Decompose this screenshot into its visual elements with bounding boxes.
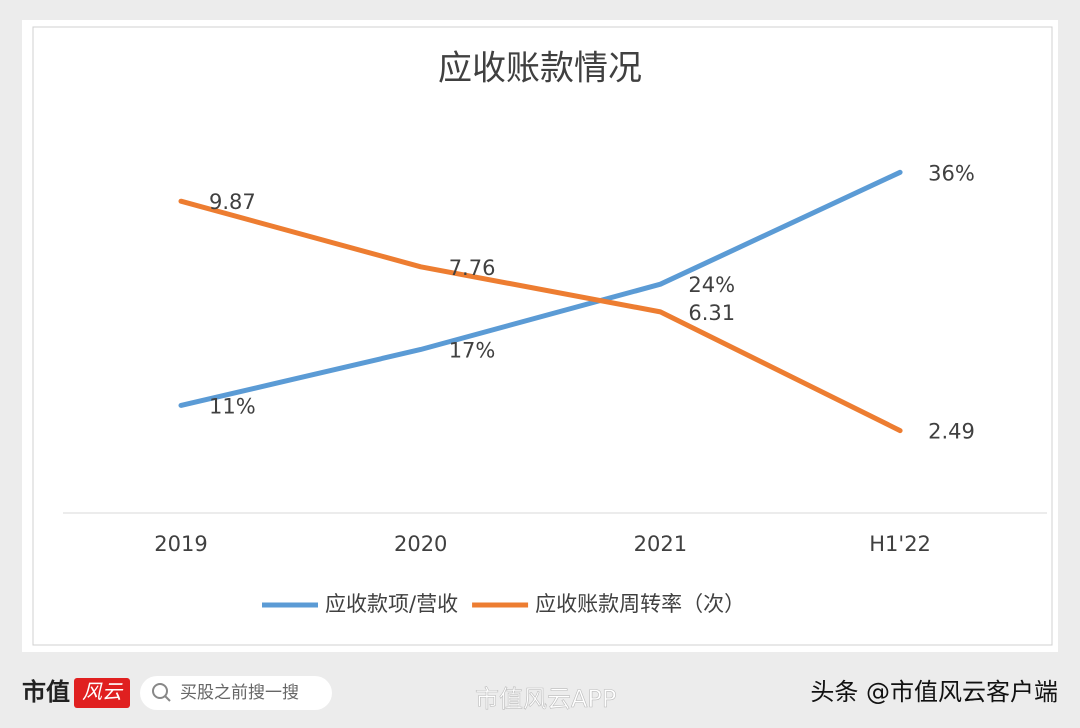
data-label: 11% <box>209 394 256 418</box>
x-tick-label: 2019 <box>154 532 207 556</box>
brand: 市值 <box>22 678 70 706</box>
data-label: 36% <box>928 161 975 185</box>
plot-frame <box>32 26 1053 646</box>
brand-mark: 风云 <box>82 680 124 704</box>
data-label: 17% <box>449 338 496 362</box>
chart-card <box>22 20 1058 652</box>
data-label: 2.49 <box>928 420 975 444</box>
series-line <box>178 198 903 434</box>
x-tick-label: H1'22 <box>869 532 931 556</box>
chart-title: 应收账款情况 <box>438 49 642 89</box>
brand-mark-box <box>74 678 130 708</box>
data-label: 24% <box>688 273 735 297</box>
data-label: 9.87 <box>209 190 256 214</box>
watermark: 市值风云APP <box>475 685 616 713</box>
x-tick-label: 2020 <box>394 532 447 556</box>
legend-label: 应收款项/营收 <box>325 592 458 616</box>
x-tick-label: 2021 <box>634 532 687 556</box>
legend-label: 应收账款周转率（次） <box>535 592 745 616</box>
search-text: 买股之前搜一搜 <box>180 683 299 703</box>
search-icon <box>152 683 168 699</box>
source: 头条 @市值风云客户端 <box>810 678 1058 706</box>
data-label: 7.76 <box>449 256 496 280</box>
data-label: 6.31 <box>688 301 735 325</box>
search-box[interactable] <box>140 676 332 710</box>
search-icon-handle <box>164 695 171 702</box>
series-line <box>178 169 903 408</box>
plot: 2019 2020 2021 H1'22 11% 17% 24% 36% 9.87 7.76 6.3… <box>154 161 975 616</box>
